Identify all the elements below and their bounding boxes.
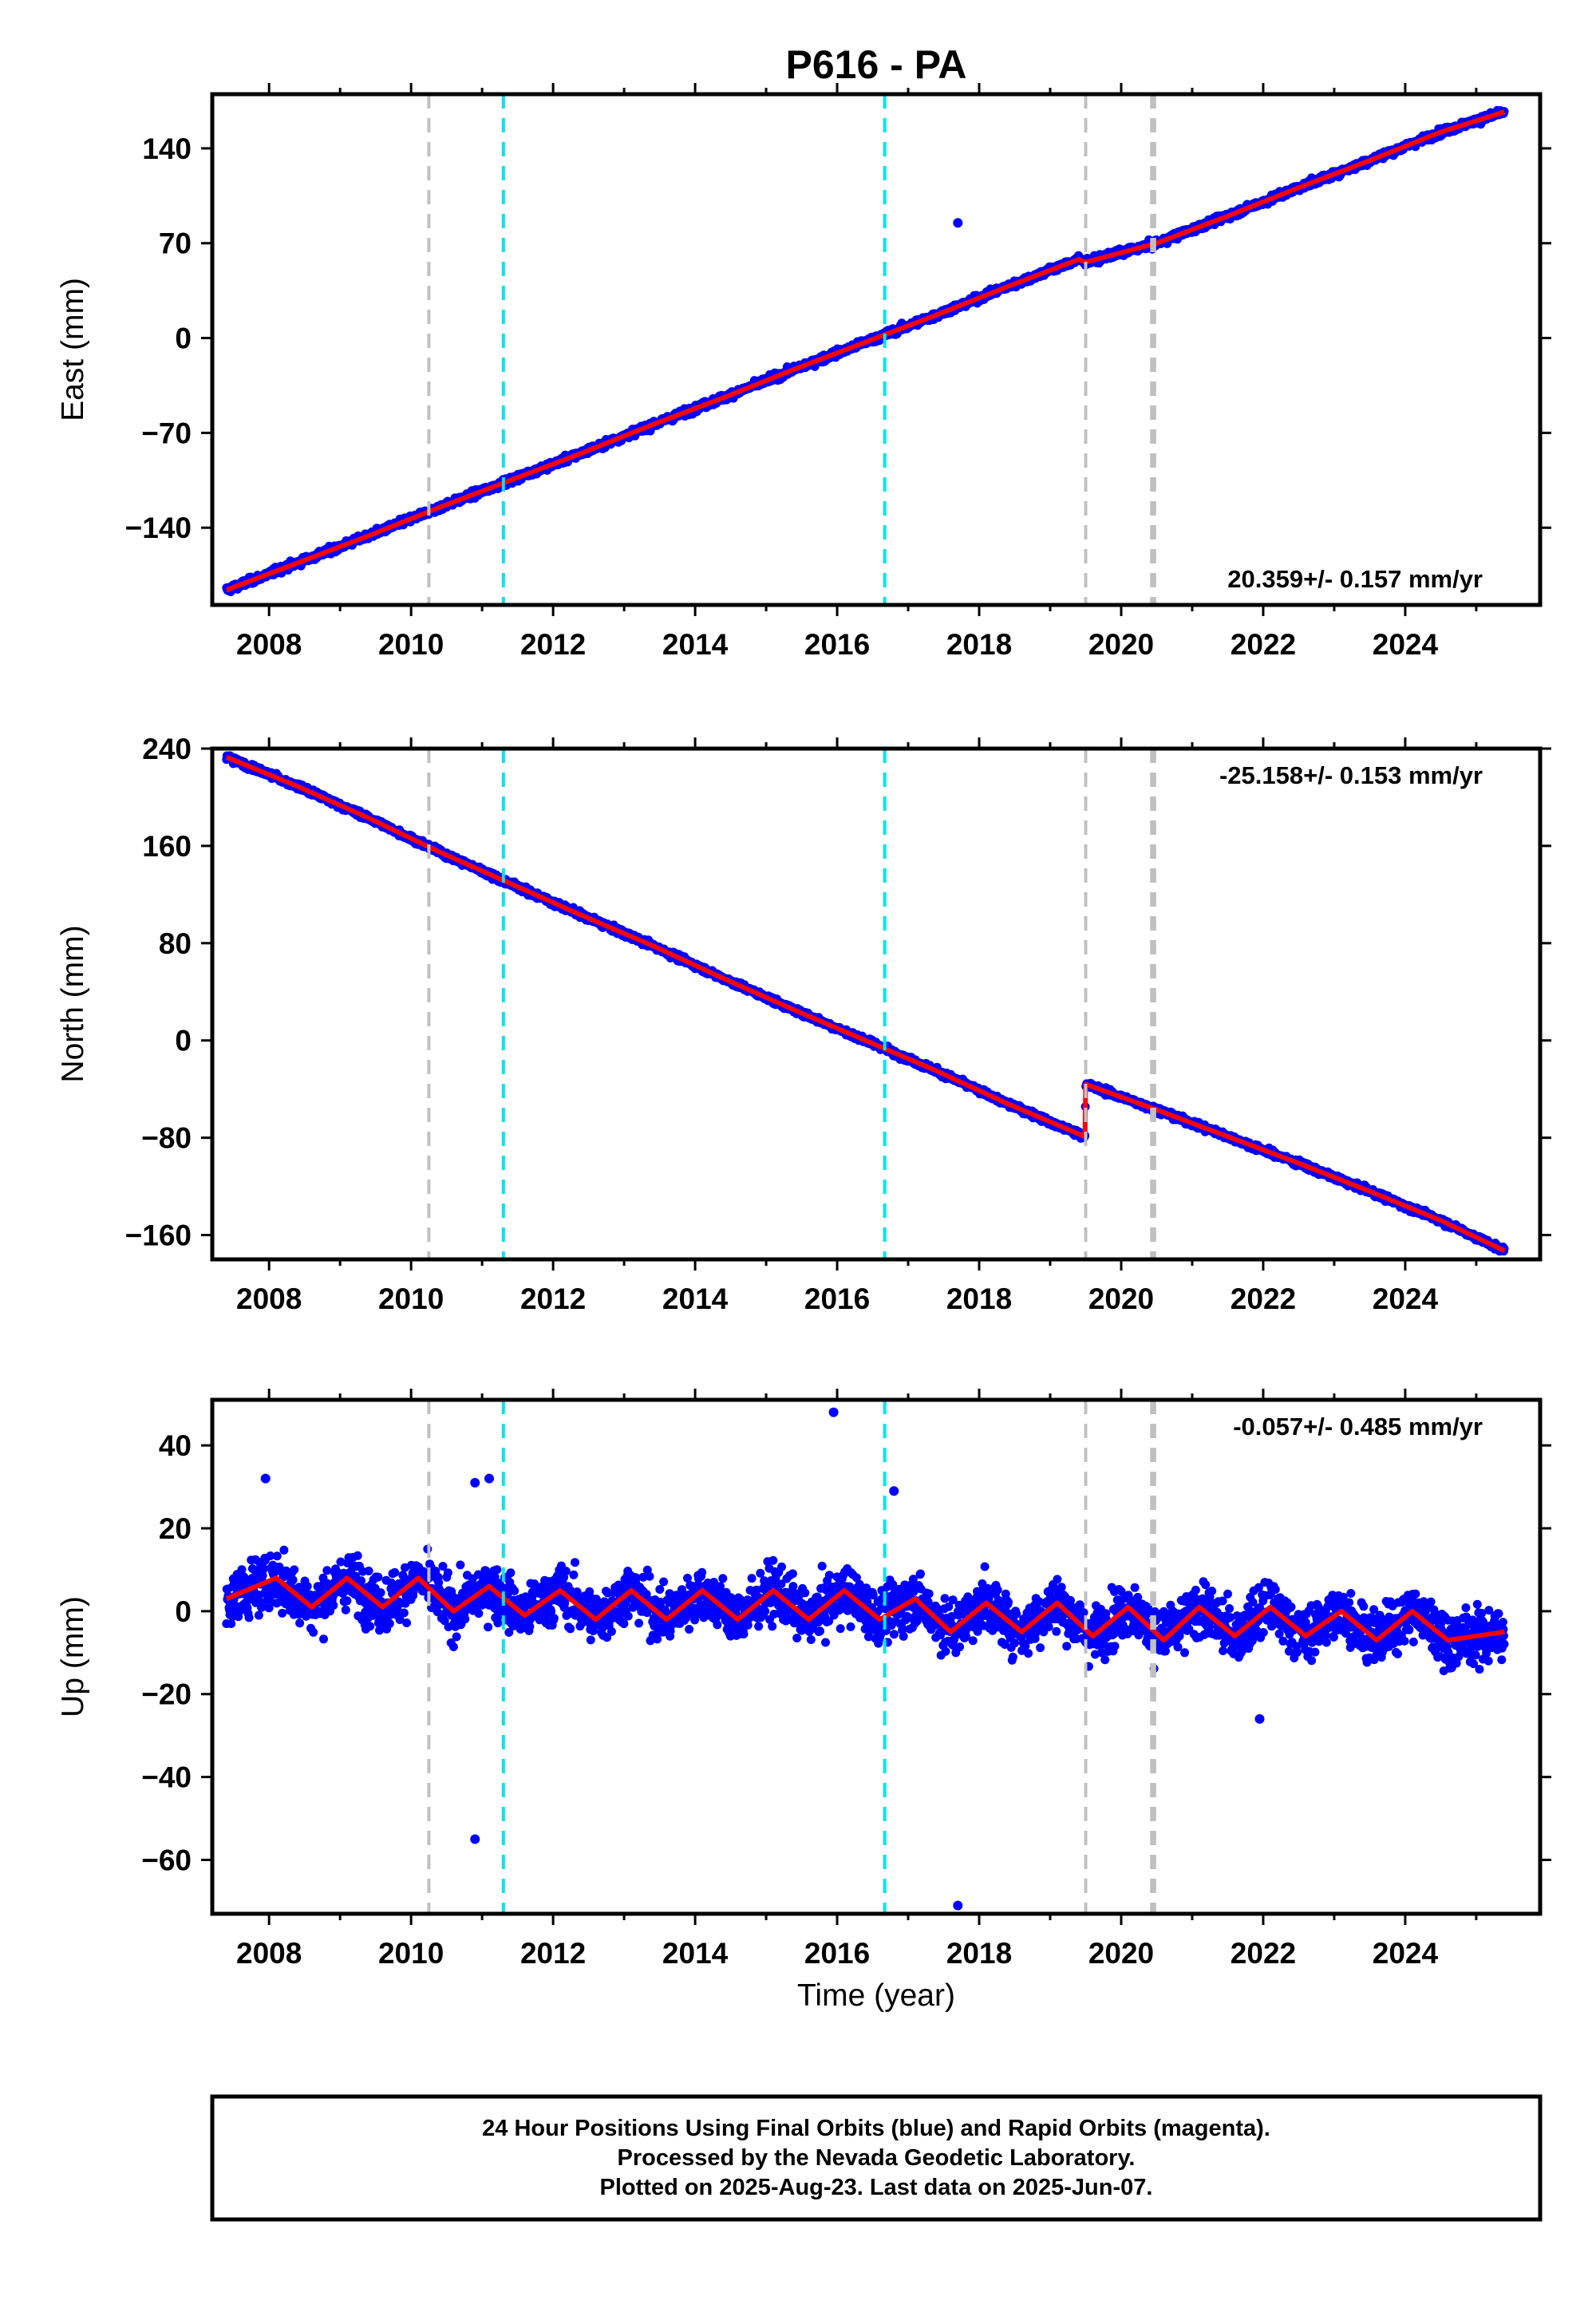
- outlier-point: [953, 218, 962, 227]
- x-tick-label: 2020: [1088, 628, 1154, 661]
- x-tick-label: 2018: [946, 628, 1012, 661]
- y-tick-label: 0: [175, 322, 192, 355]
- chart-title: P616 - PA: [786, 42, 967, 87]
- x-tick-label: 2010: [378, 628, 444, 661]
- x-tick-label: 2014: [662, 628, 729, 661]
- y-tick-label: 70: [159, 227, 192, 260]
- model-line: [227, 112, 1505, 590]
- plot-area: [222, 749, 1508, 1259]
- velocity-label: 20.359+/- 0.157 mm/yr: [1227, 565, 1483, 593]
- x-tick-label: 2024: [1373, 628, 1439, 661]
- data-points: [222, 751, 1508, 1255]
- plot-area: [222, 94, 1508, 605]
- y-axis-label: East (mm): [56, 278, 90, 421]
- x-tick-label: 2008: [236, 628, 302, 661]
- x-tick-label: 2016: [804, 628, 870, 661]
- panel-east: 2008 2010 2012 2014 2016 2018 2020 2022 2024 −140…: [56, 83, 1551, 661]
- y-tick-label: −70: [141, 417, 192, 449]
- y-tick-label: 140: [142, 132, 192, 165]
- panels: 2008 2010 2012 2014 2016 2018 2020 2022 2024 −140…: [56, 83, 1551, 1970]
- y-tick-label: −140: [125, 512, 192, 544]
- x-tick-label: 2022: [1231, 628, 1296, 661]
- x-tick-label: 2012: [520, 628, 586, 661]
